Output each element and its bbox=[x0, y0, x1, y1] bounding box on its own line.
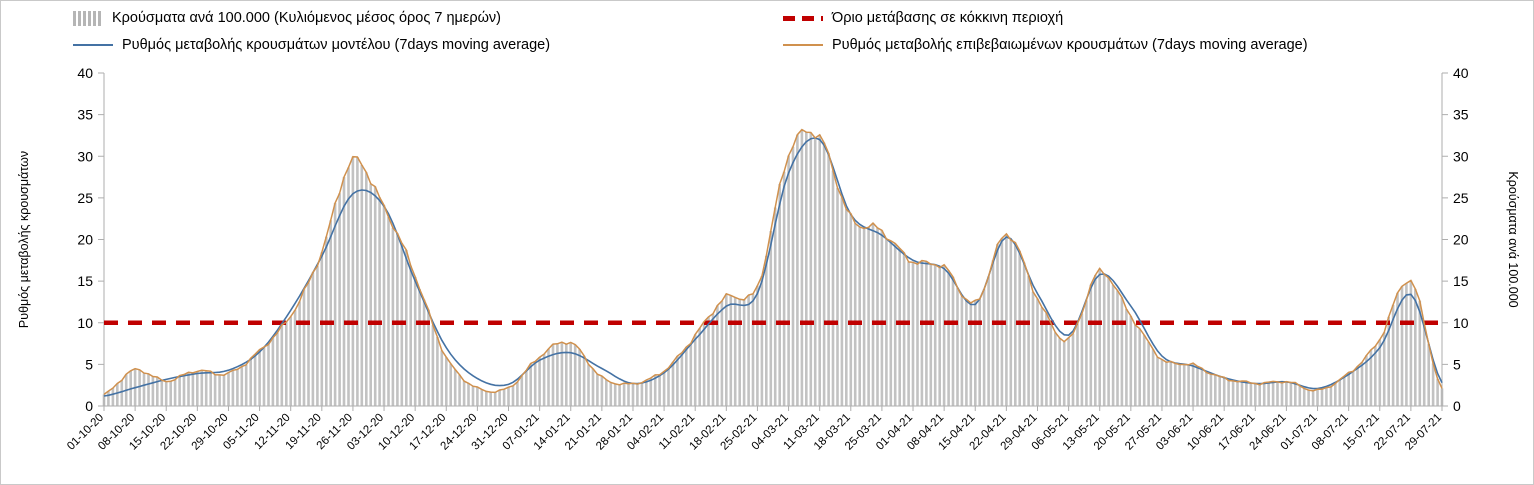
svg-text:15: 15 bbox=[77, 273, 93, 289]
legend-item-red-threshold: Όριο μετάβασης σε κόκκινη περιοχή bbox=[783, 10, 1063, 26]
svg-text:35: 35 bbox=[77, 107, 93, 123]
svg-text:30: 30 bbox=[1453, 148, 1469, 164]
legend-label-cases-per-100k: Κρούσματα ανά 100.000 (Κυλιόμενος μέσος … bbox=[112, 10, 502, 26]
axis-titles: Ρυθμός μεταβολής κρουσμάτων Κρούσματα ανά… bbox=[17, 151, 1520, 328]
legend-item-confirmed-rate: Ρυθμός μεταβολής επιβεβαιωμένων κρουσμάτ… bbox=[783, 37, 1308, 53]
svg-text:10: 10 bbox=[77, 315, 93, 331]
legend-label-red-threshold: Όριο μετάβασης σε κόκκινη περιοχή bbox=[832, 10, 1064, 26]
svg-text:40: 40 bbox=[1453, 65, 1469, 81]
svg-text:35: 35 bbox=[1453, 107, 1469, 123]
svg-text:5: 5 bbox=[85, 356, 93, 372]
svg-text:5: 5 bbox=[1453, 356, 1461, 372]
y-axis-left-title: Ρυθμός μεταβολής κρουσμάτων bbox=[17, 151, 31, 328]
confirmed-line bbox=[103, 128, 1443, 395]
svg-text:20: 20 bbox=[77, 232, 93, 248]
bars-swatch-icon bbox=[73, 10, 103, 26]
svg-text:40: 40 bbox=[77, 65, 93, 81]
y-axis-left: 0 5 10 15 20 25 30 35 40 bbox=[77, 65, 104, 414]
svg-text:30: 30 bbox=[77, 148, 93, 164]
legend-item-cases-per-100k: Κρούσματα ανά 100.000 (Κυλιόμενος μέσος … bbox=[73, 10, 501, 26]
orange-line-swatch-icon bbox=[783, 44, 823, 46]
legend-item-model-rate: Ρυθμός μεταβολής κρουσμάτων μοντέλου (7d… bbox=[73, 37, 550, 53]
svg-text:25: 25 bbox=[77, 190, 93, 206]
svg-text:15: 15 bbox=[1453, 273, 1469, 289]
legend-label-confirmed-rate: Ρυθμός μεταβολής επιβεβαιωμένων κρουσμάτ… bbox=[832, 37, 1308, 53]
svg-text:25: 25 bbox=[1453, 190, 1469, 206]
x-axis: 01-10-2008-10-2015-10-2022-10-2029-10-20… bbox=[65, 406, 1444, 453]
bars-series bbox=[102, 129, 1444, 407]
svg-text:0: 0 bbox=[85, 398, 93, 414]
svg-text:0: 0 bbox=[1453, 398, 1461, 414]
dashed-line-swatch-icon bbox=[783, 15, 823, 21]
blue-line-swatch-icon bbox=[73, 44, 113, 46]
svg-text:20: 20 bbox=[1453, 232, 1469, 248]
legend-label-model-rate: Ρυθμός μεταβολής κρουσμάτων μοντέλου (7d… bbox=[122, 37, 551, 53]
y-axis-right: 0 5 10 15 20 25 30 35 40 bbox=[1442, 65, 1469, 414]
svg-text:10: 10 bbox=[1453, 315, 1469, 331]
y-axis-right-title: Κρούσματα ανά 100.000 bbox=[1506, 171, 1520, 307]
